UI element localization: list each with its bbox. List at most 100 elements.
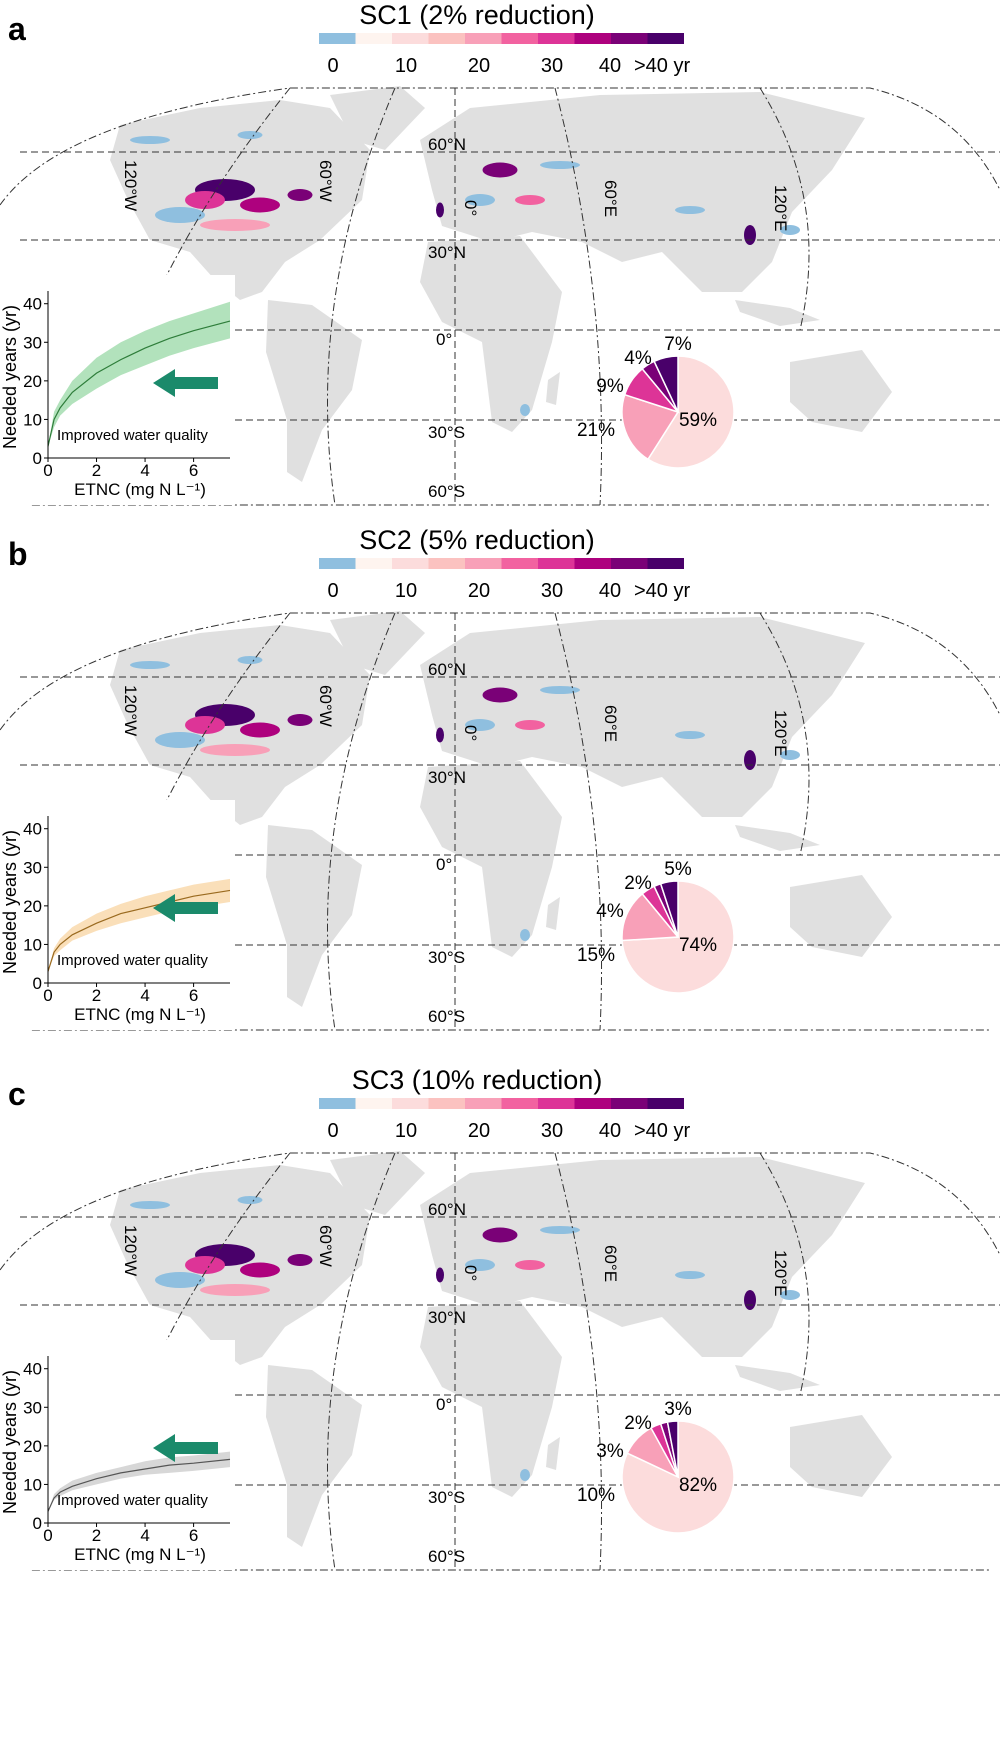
- colorbar-swatch: [574, 33, 611, 44]
- land-north-america: [110, 100, 370, 300]
- panel-letter: a: [8, 11, 26, 47]
- y-tick-label: 10: [23, 935, 42, 954]
- colorbar-swatch: [611, 1098, 648, 1109]
- land-greenland: [330, 1151, 425, 1215]
- basin-patch: [744, 225, 756, 245]
- meridian-label: 60°E: [601, 1245, 620, 1282]
- basin-patch: [287, 1254, 313, 1266]
- y-tick-label: 30: [23, 1398, 42, 1417]
- basin-patch: [465, 719, 495, 731]
- y-tick-label: 40: [23, 820, 42, 839]
- basin-patch: [240, 1262, 280, 1278]
- y-tick-label: 20: [23, 897, 42, 916]
- colorbar-swatch: [319, 33, 356, 44]
- meridian-60e: [554, 612, 603, 1031]
- land-madagascar: [546, 372, 560, 405]
- parallel-label: 60°N: [428, 135, 466, 154]
- colorbar-swatch: [319, 558, 356, 569]
- colorbar-swatch: [465, 1098, 502, 1109]
- y-axis-label: Needed years (yr): [0, 830, 20, 974]
- basin-patch: [185, 1256, 225, 1274]
- colorbar-tick-label: 20: [468, 1120, 490, 1142]
- y-tick-label: 30: [23, 858, 42, 877]
- basin-patch: [436, 727, 444, 743]
- meridian-label: 0°: [461, 725, 480, 741]
- inset-annotation: Improved water quality: [57, 952, 208, 969]
- map-border: [0, 87, 1000, 506]
- needed-years-line: [47, 1458, 231, 1512]
- panel-title: SC2 (5% reduction): [359, 525, 595, 555]
- colorbar-swatch: [501, 33, 538, 44]
- colorbar-swatch: [574, 1098, 611, 1109]
- basin-patch: [780, 750, 800, 760]
- basin-patch: [540, 1226, 580, 1234]
- land-north-america: [110, 625, 370, 825]
- meridian-label: 0°: [461, 200, 480, 216]
- basin-patch: [200, 744, 270, 756]
- y-tick-label: 30: [23, 333, 42, 352]
- meridian-label: 120°W: [121, 160, 140, 211]
- y-tick-label: 20: [23, 372, 42, 391]
- pie-slice-label: 5%: [664, 859, 692, 880]
- needed-years-line: [47, 889, 231, 972]
- basin-patch: [482, 687, 518, 703]
- meridian-label: 120°E: [771, 710, 790, 757]
- basin-patch: [520, 1469, 530, 1481]
- colorbar-swatch: [611, 33, 648, 44]
- parallel-label: 30°N: [428, 1308, 466, 1327]
- basin-patch: [465, 194, 495, 206]
- colorbar-swatch: [611, 558, 648, 569]
- needed-years-line: [47, 320, 231, 447]
- colorbar-swatch: [647, 1098, 684, 1109]
- y-tick-label: 0: [33, 1514, 42, 1533]
- land-indonesia: [735, 300, 820, 326]
- inset-chart: 0 10 20 30 40 0 2 4 6 Needed years (yr) ETNC (mg N…: [0, 1340, 235, 1570]
- land-indonesia: [735, 1365, 820, 1391]
- land-africa: [420, 1301, 562, 1497]
- inset-annotation: Improved water quality: [57, 427, 208, 444]
- x-tick-label: 6: [189, 461, 198, 480]
- basin-patch: [482, 1227, 518, 1243]
- basin-patch: [287, 189, 313, 201]
- basin-patch: [780, 1290, 800, 1300]
- land-north-america: [110, 1165, 370, 1365]
- colorbar-swatch: [355, 1098, 392, 1109]
- pie-slice-label: 4%: [596, 901, 624, 922]
- basin-patch: [744, 750, 756, 770]
- colorbar-tick-label: 0: [327, 55, 338, 77]
- x-axis-label: ETNC (mg N L⁻¹): [74, 480, 206, 499]
- basin-patch: [675, 1271, 705, 1279]
- meridian-60w: [327, 87, 396, 506]
- colorbar-swatch: [538, 1098, 575, 1109]
- colorbar-tick-label: 30: [541, 580, 563, 602]
- pie-slice-label: 59%: [679, 410, 717, 431]
- parallel-label: 60°N: [428, 660, 466, 679]
- pie-slice: [666, 1420, 679, 1478]
- colorbar-swatch: [392, 558, 429, 569]
- pie-slice: [653, 355, 679, 413]
- inset-background: [0, 1340, 235, 1570]
- meridian-120e: [759, 612, 810, 856]
- meridian-120e: [759, 1152, 810, 1396]
- pie-slice: [659, 880, 679, 938]
- pie-slice-label: 3%: [596, 1441, 624, 1462]
- pie-slice-label: 15%: [577, 945, 615, 966]
- x-tick-label: 6: [189, 986, 198, 1005]
- x-tick-label: 0: [43, 986, 52, 1005]
- y-tick-label: 40: [23, 295, 42, 314]
- inset-chart: 0 10 20 30 40 0 2 4 6 Needed years (yr) ETNC (mg N…: [0, 275, 235, 505]
- parallel-label: 30°S: [428, 948, 465, 967]
- land-madagascar: [546, 1437, 560, 1470]
- arrow-left-icon: [153, 369, 218, 397]
- basin-patch: [237, 1196, 263, 1204]
- pie-slice: [646, 355, 735, 469]
- land-greenland: [330, 611, 425, 675]
- y-tick-label: 10: [23, 410, 42, 429]
- pie-chart: 59% 21% 9%4% 7%: [577, 334, 735, 469]
- basin-patch: [185, 716, 225, 734]
- panel-a: a SC1 (2% reduction)0 10 20 30 40 >40 yr60°N30…: [0, 0, 1000, 506]
- pie-slice: [621, 393, 680, 461]
- x-axis-label: ETNC (mg N L⁻¹): [74, 1005, 206, 1024]
- colorbar-swatch: [465, 33, 502, 44]
- basin-patch: [237, 131, 263, 139]
